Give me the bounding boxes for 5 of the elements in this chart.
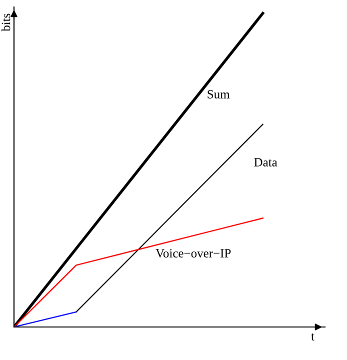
series-label: Voice−over−IP: [156, 249, 231, 258]
x-axis-title: t: [311, 333, 314, 341]
series-label: Data: [254, 158, 278, 166]
series-label: Sum: [208, 90, 230, 98]
y-axis-title: bits: [1, 14, 10, 32]
